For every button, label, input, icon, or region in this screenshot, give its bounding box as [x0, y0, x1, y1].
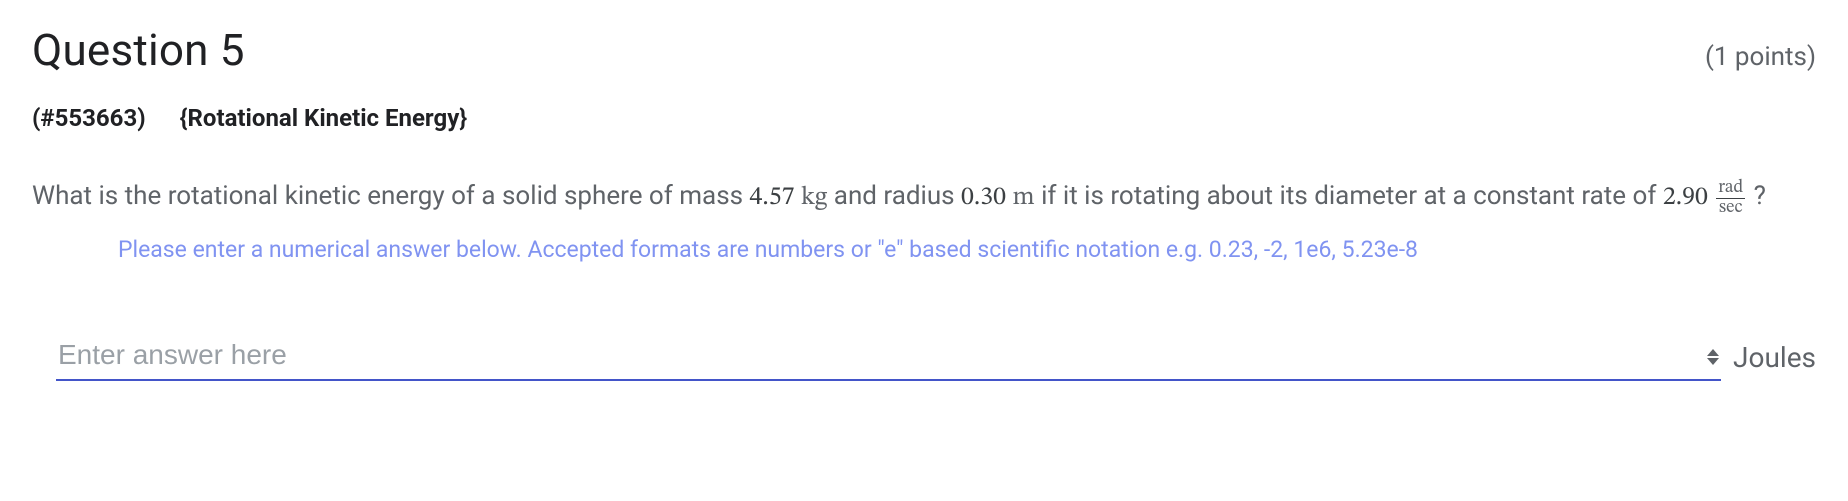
- format-hint: Please enter a numerical answer below. A…: [118, 236, 1816, 263]
- chevron-down-icon[interactable]: [1707, 358, 1719, 365]
- question-body: What is the rotational kinetic energy of…: [32, 176, 1816, 218]
- answer-row: Joules: [32, 333, 1816, 381]
- question-topic: {Rotational Kinetic Energy}: [180, 104, 468, 132]
- question-id: (#553663): [32, 104, 146, 132]
- rate-unit-denominator: sec: [1716, 199, 1745, 218]
- radius-value: 0.30: [961, 185, 1006, 211]
- rate-value: 2.90: [1663, 185, 1708, 211]
- rate-unit-numerator: rad: [1716, 179, 1745, 199]
- answer-unit: Joules: [1733, 341, 1816, 374]
- mass-value: 4.57: [749, 185, 794, 211]
- header-row: Question 5 (1 points): [32, 24, 1816, 76]
- question-text-part: What is the rotational kinetic energy of…: [32, 181, 749, 211]
- mass-unit: kg: [801, 185, 827, 211]
- chevron-up-icon[interactable]: [1707, 349, 1719, 356]
- subheader: (#553663) {Rotational Kinetic Energy}: [32, 104, 1816, 132]
- question-text-part: ?: [1754, 181, 1766, 211]
- question-text-part: and radius: [834, 181, 961, 211]
- question-card: Question 5 (1 points) (#553663) {Rotatio…: [0, 0, 1848, 405]
- radius-unit: m: [1012, 185, 1034, 211]
- answer-input[interactable]: [56, 333, 1721, 381]
- stepper-icon[interactable]: [1707, 349, 1719, 365]
- question-text-part: if it is rotating about its diameter at …: [1041, 181, 1663, 211]
- points-label: (1 points): [1705, 42, 1816, 72]
- rate-unit-fraction: rad sec: [1716, 179, 1745, 218]
- question-title: Question 5: [32, 24, 245, 76]
